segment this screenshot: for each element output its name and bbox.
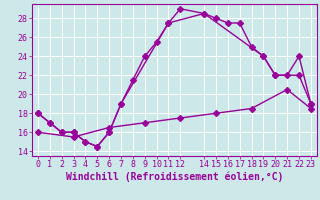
- X-axis label: Windchill (Refroidissement éolien,°C): Windchill (Refroidissement éolien,°C): [66, 172, 283, 182]
